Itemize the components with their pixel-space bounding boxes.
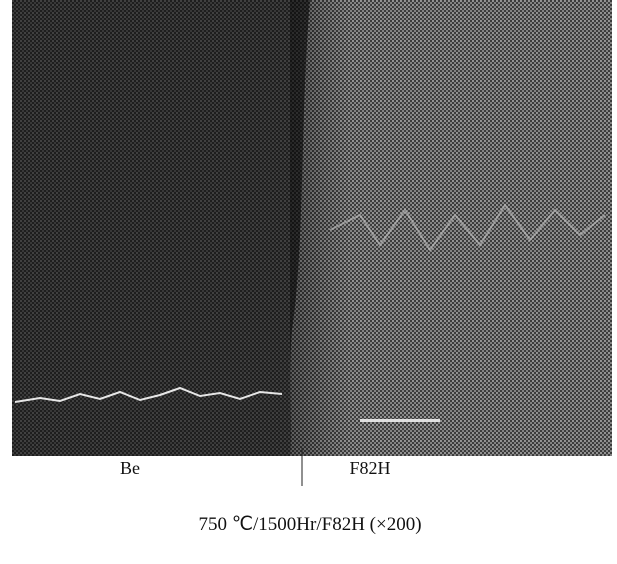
micrograph — [12, 0, 612, 456]
left-label: Be — [120, 458, 140, 478]
right-label: F82H — [349, 458, 390, 478]
caption: 750 ℃/1500Hr/F82H (×200) — [198, 514, 421, 535]
